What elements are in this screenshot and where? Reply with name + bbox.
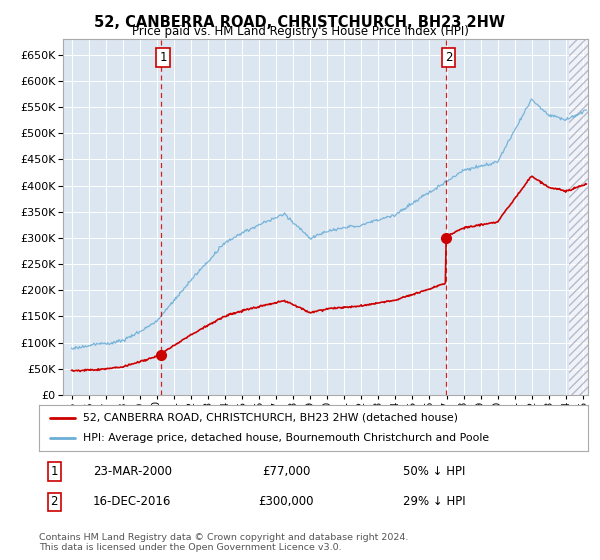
Text: 29% ↓ HPI: 29% ↓ HPI — [403, 495, 466, 508]
Text: 23-MAR-2000: 23-MAR-2000 — [93, 465, 172, 478]
Text: 50% ↓ HPI: 50% ↓ HPI — [403, 465, 466, 478]
Text: HPI: Average price, detached house, Bournemouth Christchurch and Poole: HPI: Average price, detached house, Bour… — [83, 433, 489, 443]
Text: 1: 1 — [160, 51, 167, 64]
Text: 16-DEC-2016: 16-DEC-2016 — [93, 495, 172, 508]
Text: 2: 2 — [445, 51, 452, 64]
Text: 52, CANBERRA ROAD, CHRISTCHURCH, BH23 2HW (detached house): 52, CANBERRA ROAD, CHRISTCHURCH, BH23 2H… — [83, 413, 458, 423]
Text: Price paid vs. HM Land Registry's House Price Index (HPI): Price paid vs. HM Land Registry's House … — [131, 25, 469, 38]
Text: £77,000: £77,000 — [262, 465, 310, 478]
Bar — [569, 39, 588, 395]
Text: 52, CANBERRA ROAD, CHRISTCHURCH, BH23 2HW: 52, CANBERRA ROAD, CHRISTCHURCH, BH23 2H… — [95, 15, 505, 30]
Text: 1: 1 — [50, 465, 58, 478]
Text: Contains HM Land Registry data © Crown copyright and database right 2024.: Contains HM Land Registry data © Crown c… — [39, 533, 409, 542]
Text: £300,000: £300,000 — [259, 495, 314, 508]
Text: 2: 2 — [50, 495, 58, 508]
Text: This data is licensed under the Open Government Licence v3.0.: This data is licensed under the Open Gov… — [39, 543, 341, 552]
